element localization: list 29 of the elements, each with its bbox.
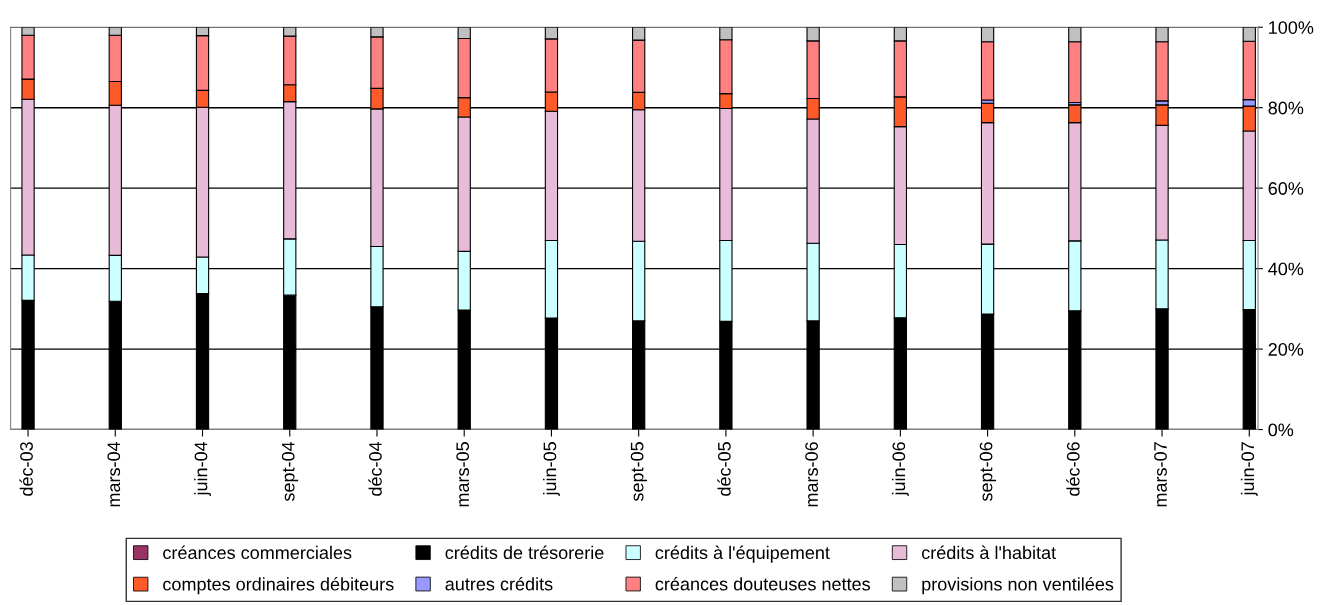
x-tick-label: déc-03 — [19, 442, 33, 496]
x-tick-label: juin-04 — [194, 441, 211, 496]
y-tick-label: 40% — [1268, 262, 1304, 276]
legend-label: crédits à l'équipement — [655, 545, 830, 563]
x-tick-label: juin-05 — [543, 442, 560, 496]
x-tick-label: juin-06 — [891, 442, 909, 496]
x-tick-label: mars-07 — [1154, 442, 1167, 507]
x-tick-label: mars-05 — [456, 442, 470, 507]
legend-label: crédits de trésorerie — [445, 545, 604, 560]
y-tick-label: 60% — [1268, 182, 1304, 195]
x-tick-label: sept-04 — [281, 441, 299, 502]
y-tick-label: 80% — [1268, 101, 1304, 115]
x-tick-label: sept-05 — [630, 442, 648, 502]
legend-label: autres crédits — [445, 577, 553, 591]
legend-label: créances douteuses nettes — [655, 577, 870, 591]
x-tick-label: déc-05 — [717, 442, 731, 496]
legend-label: créances commerciales — [163, 545, 352, 560]
x-tick-label: mars-06 — [805, 442, 818, 507]
legend-label: comptes ordinaires débiteurs — [163, 577, 394, 595]
x-tick-label: juin-07 — [1240, 442, 1258, 496]
y-tick-label: 0% — [1268, 423, 1294, 437]
x-tick-label: mars-04 — [107, 441, 121, 507]
y-tick-label: 20% — [1268, 343, 1304, 356]
x-tick-label: déc-04 — [368, 441, 382, 496]
x-tick-label: sept-06 — [979, 442, 996, 502]
y-tick-label: 100% — [1269, 21, 1314, 34]
legend-label: provisions non ventilées — [922, 577, 1114, 595]
legend-label: crédits à l'habitat — [921, 545, 1056, 560]
x-tick-label: déc-06 — [1066, 442, 1080, 496]
